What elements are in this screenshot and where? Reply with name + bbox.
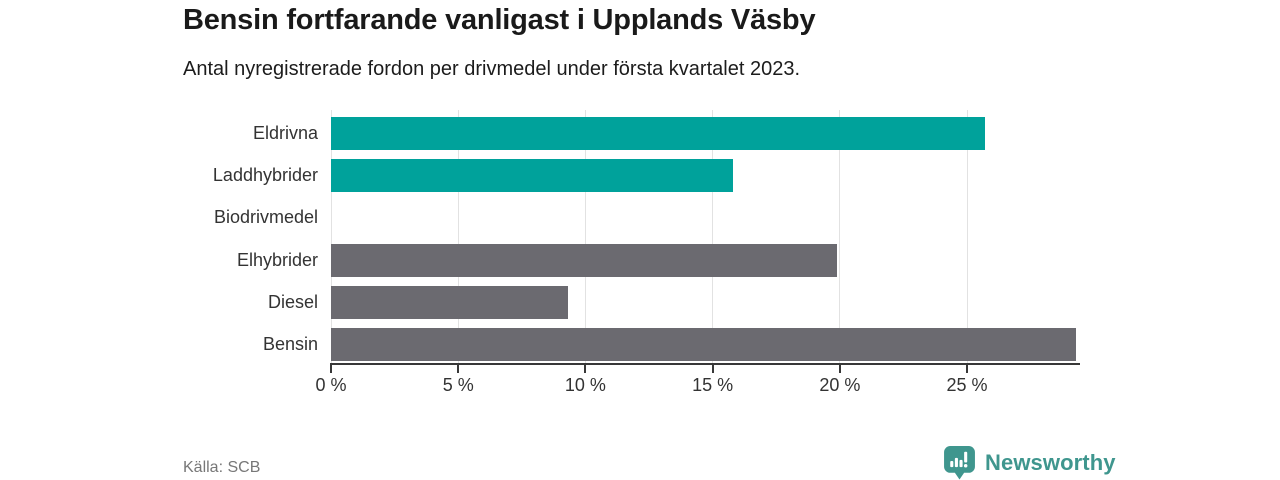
- x-axis-tick-label: 10 %: [564, 375, 606, 395]
- x-gridline: [584, 110, 586, 363]
- x-gridline: [457, 110, 459, 363]
- category-label: Eldrivna: [252, 123, 318, 143]
- x-axis-tick: [330, 365, 332, 373]
- bar-eldrivna: [331, 117, 985, 150]
- x-axis-tick: [584, 365, 587, 373]
- source-caption: Källa: SCB: [183, 459, 261, 476]
- newsworthy-logo: Newsworthy: [943, 445, 1116, 480]
- category-label: Bensin: [262, 334, 318, 354]
- chart-subtitle: Antal nyregistrerade fordon per drivmede…: [183, 58, 801, 80]
- newsworthy-logo-icon: [944, 446, 975, 480]
- category-label: Biodrivmedel: [213, 207, 318, 228]
- x-axis-tick-label: 25 %: [946, 375, 988, 395]
- newsworthy-logo-text: Newsworthy: [985, 449, 1116, 475]
- x-axis-tick-label: 20 %: [819, 375, 861, 395]
- category-label: Elhybrider: [236, 249, 318, 270]
- bar-diesel: [331, 285, 568, 319]
- category-label: Diesel: [267, 291, 318, 312]
- x-axis-tick: [457, 365, 460, 373]
- bar-bensin: [331, 328, 1077, 361]
- x-gridline: [839, 110, 841, 363]
- x-axis-tick-label: 0 %: [315, 375, 347, 395]
- x-axis-tick-label: 15 %: [692, 375, 734, 395]
- x-axis-tick: [711, 365, 714, 373]
- x-gridline: [712, 110, 714, 363]
- x-axis-tick: [838, 365, 841, 373]
- x-gridline: [330, 110, 332, 363]
- x-axis-tick-label: 5 %: [442, 375, 474, 395]
- bar-laddhybrider: [331, 159, 733, 193]
- x-axis-line: [330, 363, 1080, 365]
- bar-elhybrider: [331, 243, 838, 277]
- x-gridline: [966, 110, 968, 363]
- category-label: Laddhybrider: [212, 165, 318, 186]
- chart-title: Bensin fortfarande vanligast i Upplands …: [183, 4, 816, 36]
- x-axis-tick: [966, 365, 969, 373]
